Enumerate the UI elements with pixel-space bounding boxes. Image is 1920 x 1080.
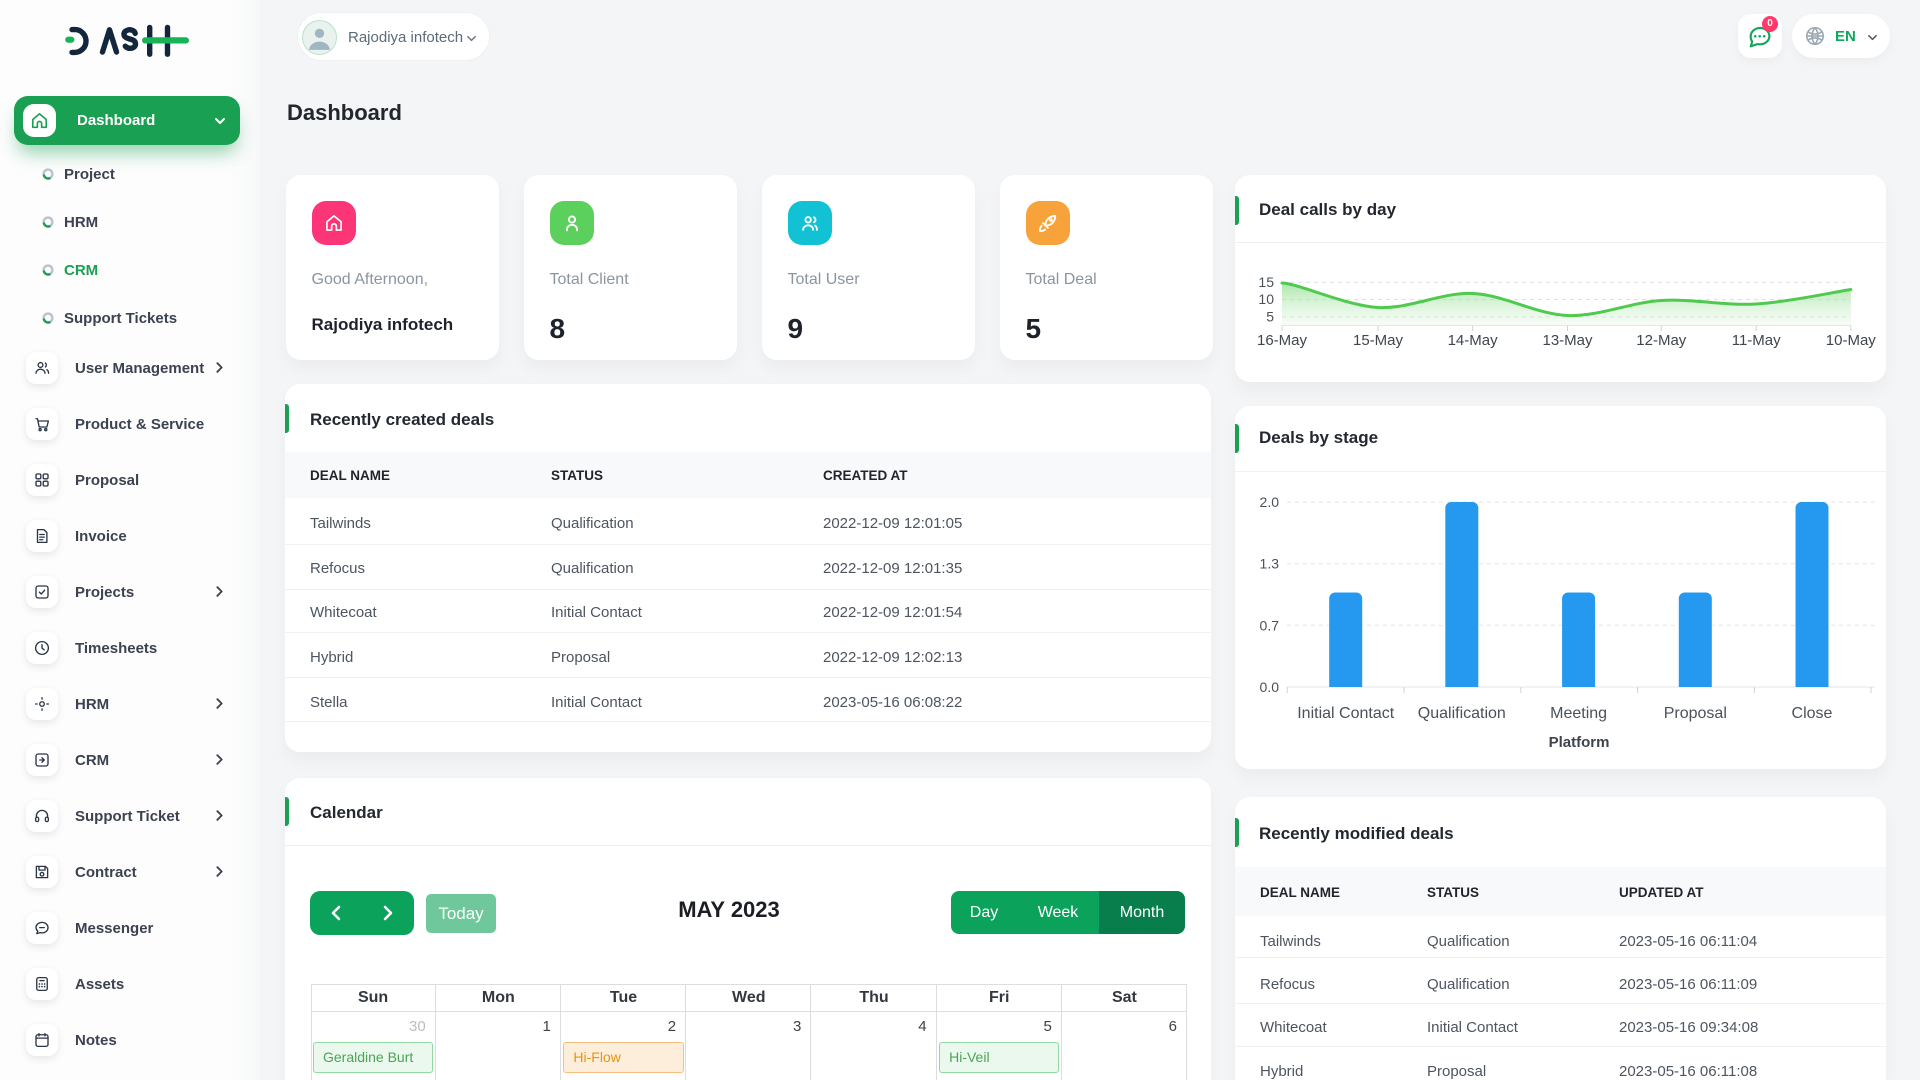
svg-text:10-May: 10-May <box>1826 332 1877 349</box>
svg-text:Close: Close <box>1792 705 1833 722</box>
svg-text:10: 10 <box>1258 291 1274 307</box>
svg-text:Initial Contact: Initial Contact <box>1297 705 1394 722</box>
svg-text:0.7: 0.7 <box>1260 617 1280 633</box>
svg-text:13-May: 13-May <box>1542 332 1593 349</box>
svg-text:5: 5 <box>1266 308 1274 324</box>
svg-text:0.0: 0.0 <box>1260 679 1280 695</box>
svg-text:11-May: 11-May <box>1732 332 1781 349</box>
svg-text:Meeting: Meeting <box>1550 705 1607 722</box>
svg-text:Proposal: Proposal <box>1664 705 1727 722</box>
svg-text:Platform: Platform <box>1549 734 1610 751</box>
svg-text:14-May: 14-May <box>1448 332 1499 349</box>
svg-text:15: 15 <box>1258 274 1274 290</box>
svg-text:Qualification: Qualification <box>1418 705 1506 722</box>
svg-text:12-May: 12-May <box>1636 332 1687 349</box>
svg-text:1.3: 1.3 <box>1260 556 1280 572</box>
svg-text:2.0: 2.0 <box>1260 494 1280 510</box>
svg-text:15-May: 15-May <box>1353 332 1404 349</box>
svg-text:16-May: 16-May <box>1257 332 1308 349</box>
